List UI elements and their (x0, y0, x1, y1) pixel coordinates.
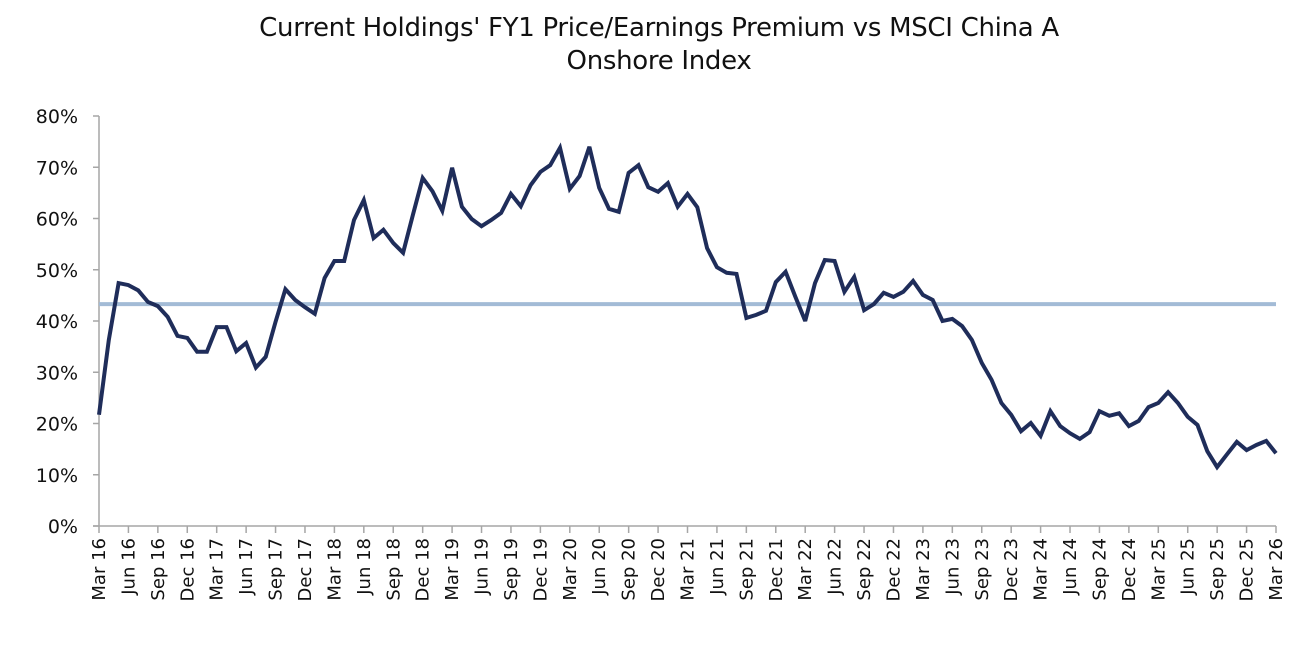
x-tick-label: Sep 21 (736, 538, 757, 601)
x-tick-label: Mar 25 (1148, 538, 1169, 601)
x-tick-label: Jun 19 (472, 538, 493, 596)
x-tick-label: Dec 22 (883, 538, 904, 601)
x-tick-label: Mar 23 (913, 538, 934, 601)
x-tick-label: Jun 24 (1060, 538, 1081, 596)
y-tick-label: 50% (36, 260, 78, 282)
y-tick-label: 80% (36, 106, 78, 128)
x-tick-label: Mar 26 (1266, 538, 1287, 601)
y-tick-label: 70% (36, 157, 78, 179)
x-tick-label: Dec 17 (295, 538, 316, 601)
x-axis: Mar 16 Jun 16 Sep 16 Dec 16 Mar 17 Jun 17 Sep … (89, 525, 1287, 601)
chart-title-line-1: Current Holdings' FY1 Price/Earnings Pre… (259, 13, 1059, 43)
x-tick-label: Dec 19 (530, 538, 551, 601)
x-tick-label: Sep 19 (501, 538, 522, 601)
x-tick-label: Dec 18 (413, 538, 434, 601)
x-tick-label: Jun 25 (1178, 538, 1199, 596)
x-tick-label: Jun 21 (707, 538, 728, 596)
x-tick-label: Mar 20 (560, 538, 581, 601)
x-tick-label: Mar 19 (442, 538, 463, 601)
y-axis: 0% 10% 20% 30% 40% 50% 60% 70% 80% (36, 106, 100, 538)
premium-series-line (97, 142, 1278, 471)
series-layer (97, 142, 1278, 471)
x-tick-label: Jun 23 (942, 538, 963, 596)
x-tick-label: Sep 20 (619, 538, 640, 601)
chart-title: Current Holdings' FY1 Price/Earnings Pre… (0, 12, 1310, 78)
y-tick-label: 0% (48, 516, 78, 538)
x-tick-label: Jun 16 (118, 538, 139, 596)
x-tick-label: Jun 18 (354, 538, 375, 596)
x-tick-label: Sep 22 (854, 538, 875, 601)
x-tick-label: Jun 20 (589, 538, 610, 596)
x-tick-label: Dec 24 (1119, 538, 1140, 601)
x-tick-label: Mar 21 (678, 538, 699, 601)
y-tick-label: 60% (36, 209, 78, 231)
x-tick-label: Jun 22 (825, 538, 846, 596)
x-tick-label: Mar 18 (324, 538, 345, 601)
x-tick-label: Sep 25 (1207, 538, 1228, 601)
y-tick-label: 20% (36, 414, 78, 436)
x-tick-label: Dec 23 (1001, 538, 1022, 601)
x-tick-label: Sep 16 (148, 538, 169, 601)
x-tick-label: Dec 21 (766, 538, 787, 601)
chart-title-line-2: Onshore Index (566, 46, 752, 76)
x-tick-label: Mar 24 (1031, 538, 1052, 601)
x-tick-label: Sep 24 (1089, 538, 1110, 601)
x-tick-label: Mar 16 (89, 538, 110, 601)
x-tick-label: Jun 17 (236, 538, 257, 596)
x-tick-label: Sep 17 (266, 538, 287, 601)
x-tick-label: Dec 16 (177, 538, 198, 601)
y-tick-label: 10% (36, 465, 78, 487)
x-tick-label: Mar 22 (795, 538, 816, 601)
x-tick-label: Dec 20 (648, 538, 669, 601)
x-tick-label: Sep 18 (383, 538, 404, 601)
y-tick-label: 40% (36, 311, 78, 333)
x-tick-label: Mar 17 (207, 538, 228, 601)
x-tick-label: Sep 23 (972, 538, 993, 601)
x-tick-label: Dec 25 (1237, 538, 1258, 601)
y-tick-label: 30% (36, 362, 78, 384)
